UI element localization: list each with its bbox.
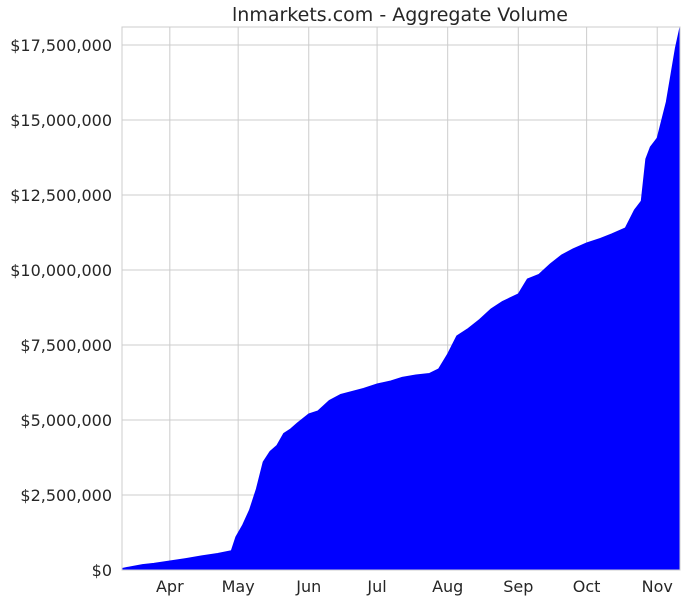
x-tick-label: May [222,577,255,596]
x-tick-label: Aug [432,577,463,596]
y-tick-label: $17,500,000 [10,36,112,55]
x-tick-label: Jun [295,577,321,596]
x-tick-label: Oct [573,577,601,596]
x-tick-label: Jul [366,577,386,596]
aggregate-volume-area [121,26,681,571]
y-tick-label: $12,500,000 [10,186,112,205]
x-tick-label: Apr [156,577,184,596]
x-tick-label: Nov [642,577,673,596]
y-axis-ticks: $0 $2,500,000 $5,000,000 $7,500,000 $10,000,… [10,36,112,580]
y-tick-label: $2,500,000 [20,486,112,505]
y-tick-label: $0 [92,561,112,580]
y-tick-label: $10,000,000 [10,261,112,280]
y-tick-label: $7,500,000 [20,336,112,355]
y-tick-label: $5,000,000 [20,411,112,430]
x-tick-label: Sep [503,577,533,596]
y-tick-label: $15,000,000 [10,111,112,130]
area-series [121,26,681,571]
plot-frame [121,26,681,571]
chart-title: lnmarkets.com - Aggregate Volume [232,4,568,26]
x-axis-ticks: Apr May Jun Jul Aug Sep Oct Nov [156,577,673,596]
